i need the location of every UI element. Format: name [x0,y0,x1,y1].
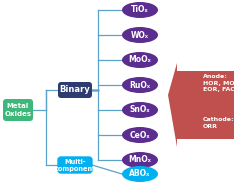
Ellipse shape [122,27,158,43]
Text: MoOₓ: MoOₓ [129,56,151,64]
Text: ABOₓ: ABOₓ [129,170,151,178]
Ellipse shape [122,166,158,182]
Ellipse shape [122,127,158,143]
FancyBboxPatch shape [58,157,92,173]
Text: MnOₓ: MnOₓ [128,156,151,164]
Text: TiOₓ: TiOₓ [131,5,149,15]
Text: Binary: Binary [60,85,90,94]
Ellipse shape [122,77,158,93]
Ellipse shape [122,102,158,118]
Ellipse shape [122,52,158,68]
Text: RuOₓ: RuOₓ [129,81,150,90]
Text: Cathode:
ORR: Cathode: ORR [203,117,235,129]
FancyBboxPatch shape [3,99,33,121]
Text: Anode:
HOR, MOR,
EOR, FAOR: Anode: HOR, MOR, EOR, FAOR [203,74,237,92]
Polygon shape [168,63,234,147]
Ellipse shape [122,152,158,168]
Ellipse shape [122,2,158,18]
Text: Multi-
component: Multi- component [54,159,96,171]
Text: WOₓ: WOₓ [131,30,149,40]
Text: SnOₓ: SnOₓ [130,105,150,115]
Text: Metal
Oxides: Metal Oxides [5,104,32,116]
FancyBboxPatch shape [58,82,92,98]
Text: CeOₓ: CeOₓ [130,130,150,139]
